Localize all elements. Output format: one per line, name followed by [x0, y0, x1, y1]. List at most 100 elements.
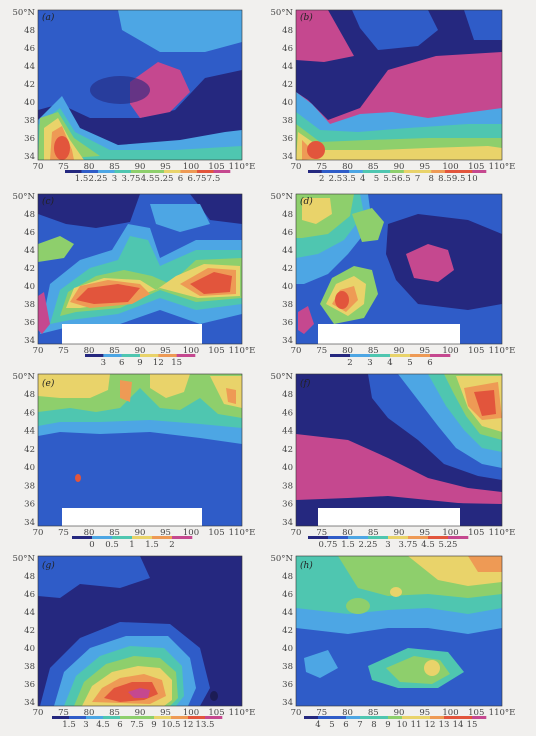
y-axis: 50°N 48 46 44 42 40 38 36 34 — [270, 192, 293, 346]
x-tick-label: 100 — [183, 708, 199, 718]
y-tick-label: 38 — [24, 116, 35, 126]
colorbar-label: 7.5 — [130, 720, 144, 730]
x-tick-label: 90 — [135, 708, 146, 718]
colorbar-label: 10.5 — [162, 720, 181, 730]
y-tick-label: 40 — [282, 98, 293, 108]
x-axis: 70 75 80 85 90 95 100 105 110°E — [33, 162, 256, 172]
colorbar-segment — [390, 354, 411, 357]
colorbar-label: 1.5 — [341, 540, 355, 550]
colorbar: 3 6 9 12 15 — [85, 354, 196, 368]
colorbar-segment — [172, 536, 193, 539]
x-tick-label: 110°E — [229, 162, 256, 172]
x-tick-label: 85 — [368, 528, 379, 538]
x-tick-label: 85 — [368, 346, 379, 356]
colorbar-segment — [132, 536, 153, 539]
x-tick-label: 105 — [468, 162, 484, 172]
colorbar-segment — [430, 716, 445, 719]
y-tick-label: 40 — [282, 463, 293, 473]
y-tick-label: 42 — [282, 445, 293, 455]
colorbar-label: 5 — [329, 720, 334, 730]
y-tick-label: 34 — [24, 152, 35, 162]
colorbar-label: 5.5 — [383, 174, 397, 184]
colorbar: 1.5 2.25 3 3.75 4.5 5.25 6 6.75 7.5 — [65, 170, 231, 184]
colorbar-segment — [402, 716, 417, 719]
colorbar-label: 6 — [119, 358, 124, 368]
x-tick-label: 110°E — [229, 528, 256, 538]
x-tick-label: 75 — [316, 346, 327, 356]
y-tick-label: 38 — [24, 481, 35, 491]
contour-magenta — [38, 292, 50, 334]
x-tick-label: 85 — [109, 528, 120, 538]
panel-label: (b) — [300, 12, 313, 23]
x-tick-label: 80 — [84, 346, 95, 356]
x-tick-label: 80 — [84, 162, 95, 172]
colorbar-label: 13 — [439, 720, 450, 730]
y-tick-label: 50°N — [270, 192, 293, 202]
y-tick-label: 38 — [24, 662, 35, 672]
colorbar-label: 15 — [171, 358, 182, 368]
y-axis: 50°N 48 46 44 42 40 38 36 34 — [12, 192, 35, 346]
masked-area — [318, 508, 460, 526]
y-tick-label: 34 — [24, 336, 35, 346]
y-tick-label: 50°N — [270, 554, 293, 564]
colorbar-label: 1.5 — [145, 540, 159, 550]
y-tick-label: 40 — [24, 644, 35, 654]
y-tick-label: 48 — [282, 390, 293, 400]
y-tick-label: 50°N — [270, 8, 293, 18]
colorbar-label: 2.5 — [329, 174, 343, 184]
panel-d: (d) 50°N 48 46 44 42 40 38 36 34 70 75 80 85 90 95 100… — [268, 184, 536, 368]
x-axis: 70 75 80 85 90 95 100 105 110°E — [291, 708, 516, 718]
y-tick-label: 46 — [24, 44, 35, 54]
y-tick-label: 40 — [24, 463, 35, 473]
colorbar-segment — [348, 536, 369, 539]
x-tick-label: 75 — [316, 528, 327, 538]
colorbar-label: 6.75 — [188, 174, 207, 184]
contour-magenta — [296, 434, 502, 504]
colorbar-label: 7 — [357, 720, 362, 730]
y-tick-label: 36 — [24, 680, 35, 690]
colorbar-label: 9.5 — [452, 174, 466, 184]
masked-area — [318, 324, 460, 344]
colorbar-segment — [448, 536, 469, 539]
x-tick-label: 70 — [33, 528, 44, 538]
colorbar-segment — [368, 536, 389, 539]
colorbar-segment — [349, 170, 364, 173]
colorbar-label: 3.75 — [122, 174, 141, 184]
colorbar-label: 6 — [117, 720, 122, 730]
panel-b: (b) 50°N 48 46 44 42 40 38 36 34 70 75 80 85 90 95 100… — [268, 0, 536, 184]
colorbar-segment — [197, 170, 214, 173]
colorbar-segment — [205, 716, 223, 719]
colorbar-segment — [92, 536, 113, 539]
colorbar-label: 12 — [425, 720, 436, 730]
x-tick-label: 70 — [33, 346, 44, 356]
contour-green-blob — [346, 598, 370, 614]
y-tick-label: 42 — [24, 626, 35, 636]
colorbar-segment — [403, 170, 418, 173]
y-tick-label: 42 — [282, 264, 293, 274]
y-tick-label: 48 — [282, 572, 293, 582]
colorbar-segment — [98, 170, 115, 173]
colorbar-segment — [112, 536, 133, 539]
colorbar-segment — [350, 354, 371, 357]
colorbar-segment — [103, 716, 121, 719]
x-tick-label: 110°E — [489, 162, 516, 172]
colorbar-segment — [103, 354, 122, 357]
contour-red — [335, 291, 349, 309]
panel-label: (g) — [42, 560, 55, 571]
x-axis: 70 75 80 85 90 95 100 105 110°E — [291, 346, 516, 356]
panel-g: (g) 50°N 48 46 44 42 40 38 36 34 70 75 80 85 90 95 100… — [0, 548, 268, 732]
colorbar-segment — [332, 716, 347, 719]
colorbar-label: 6 — [427, 358, 432, 368]
colorbar-label: 15 — [467, 720, 478, 730]
colorbar-segment — [69, 716, 87, 719]
y-tick-label: 44 — [282, 608, 293, 618]
contour-red — [474, 390, 496, 416]
x-tick-label: 95 — [419, 528, 430, 538]
colorbar: 0.75 1.5 2.25 3 3.75 4.5 5.25 — [308, 536, 469, 550]
y-tick-label: 46 — [24, 590, 35, 600]
colorbar-segment — [52, 716, 70, 719]
colorbar-label: 3 — [83, 720, 88, 730]
contour-red — [75, 474, 81, 482]
